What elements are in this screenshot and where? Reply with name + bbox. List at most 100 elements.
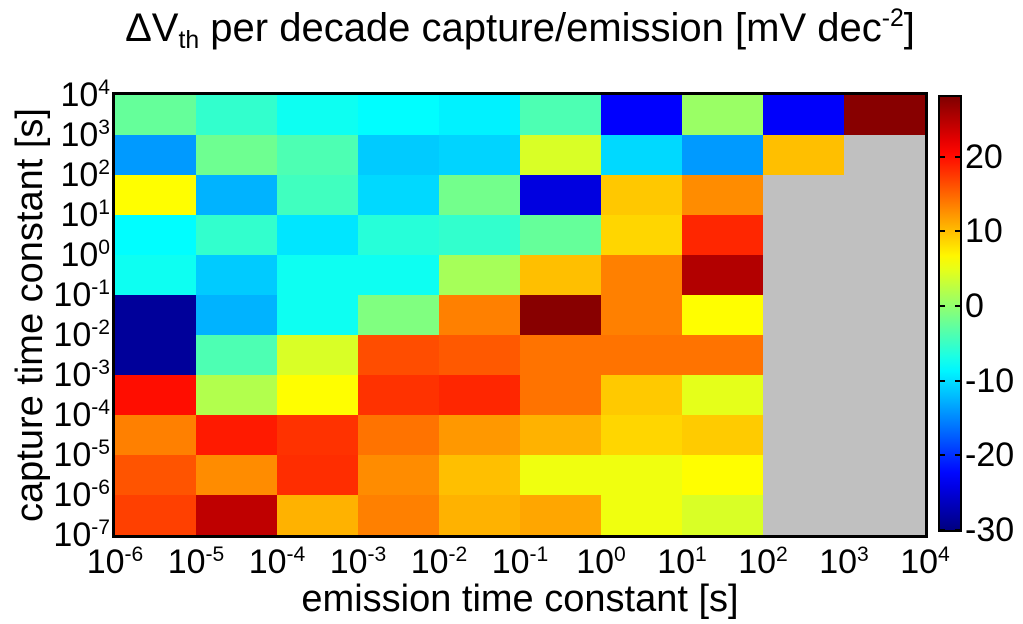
heatmap-cell [196, 295, 277, 335]
heatmap-cell [115, 295, 196, 335]
heatmap-cell [115, 415, 196, 455]
colorbar-tick-mark [955, 379, 960, 382]
heatmap-cell [763, 215, 844, 255]
heatmap-cell [277, 455, 358, 495]
x-tick-label: 10-2 [410, 543, 468, 581]
heatmap-cell [520, 95, 601, 135]
heatmap-cell [844, 375, 925, 415]
heatmap-cell [277, 375, 358, 415]
y-tick-label: 10-6 [53, 476, 110, 514]
heatmap-cell [115, 495, 196, 535]
heatmap-cell [439, 295, 520, 335]
colorbar-tick-mark [940, 379, 945, 382]
heatmap-cell [763, 335, 844, 375]
colorbar-tick-label: 10 [965, 212, 1003, 251]
heatmap-cell [763, 495, 844, 535]
x-tick-label: 100 [576, 543, 626, 581]
y-tick-label: 103 [60, 116, 110, 154]
heatmap-cell [844, 95, 925, 135]
heatmap-cell [196, 495, 277, 535]
x-tick-label: 10-5 [167, 543, 225, 581]
heatmap-cell [763, 175, 844, 215]
heatmap-cell [844, 415, 925, 455]
title-middle: per decade capture/emission [mV dec [199, 6, 882, 50]
chart-title: ΔVth per decade capture/emission [mV dec… [60, 5, 980, 54]
heatmap-cell [520, 375, 601, 415]
heatmap-cell [682, 215, 763, 255]
heatmap-cell [763, 135, 844, 175]
x-tick-label: 101 [657, 543, 707, 581]
heatmap-cell [601, 415, 682, 455]
heatmap-cell [196, 135, 277, 175]
heatmap-cell [196, 455, 277, 495]
heatmap-cell [358, 495, 439, 535]
heatmap-cell [439, 175, 520, 215]
heatmap-cell [277, 295, 358, 335]
x-tick-label: 103 [819, 543, 869, 581]
heatmap-cell [844, 295, 925, 335]
heatmap-cell [520, 255, 601, 295]
heatmap-cell [763, 415, 844, 455]
heatmap-cell [844, 495, 925, 535]
y-tick-label: 10-3 [53, 356, 110, 394]
heatmap-cell [115, 95, 196, 135]
heatmap-cell [601, 495, 682, 535]
heatmap-cell [196, 175, 277, 215]
colorbar-tick-mark [955, 454, 960, 457]
colorbar-tick-mark [940, 155, 945, 158]
heatmap-cell [196, 375, 277, 415]
heatmap-cell [520, 135, 601, 175]
heatmap-cell [601, 455, 682, 495]
heatmap-cell [844, 335, 925, 375]
heatmap-cell [844, 175, 925, 215]
heatmap-cell [439, 335, 520, 375]
heatmap-cell [439, 95, 520, 135]
colorbar [938, 95, 962, 532]
colorbar-tick-label: 20 [965, 137, 1003, 176]
x-tick-label: 104 [900, 543, 950, 581]
heatmap-cell [115, 335, 196, 375]
heatmap-cell [601, 215, 682, 255]
heatmap-cell [520, 215, 601, 255]
heatmap-plot [112, 92, 928, 538]
colorbar-tick-label: 0 [965, 287, 984, 326]
heatmap-cell [682, 335, 763, 375]
heatmap-cell [115, 175, 196, 215]
heatmap-cell [601, 255, 682, 295]
colorbar-tick-mark [940, 529, 945, 531]
heatmap-cell [358, 295, 439, 335]
x-tick-label: 10-1 [491, 543, 549, 581]
colorbar-tick-mark [955, 230, 960, 233]
x-tick-label: 10-4 [248, 543, 306, 581]
heatmap-cell [358, 135, 439, 175]
y-tick-label: 10-5 [53, 436, 110, 474]
heatmap-cell [277, 335, 358, 375]
y-tick-label: 101 [60, 196, 110, 234]
x-tick-label: 102 [738, 543, 788, 581]
heatmap-cell [196, 215, 277, 255]
colorbar-tick-label: -20 [965, 436, 1015, 475]
heatmap-cell [682, 135, 763, 175]
y-tick-label: 10-2 [53, 316, 110, 354]
heatmap-cell [439, 135, 520, 175]
y-tick-label: 100 [60, 236, 110, 274]
heatmap-cell [844, 135, 925, 175]
heatmap-cell [115, 215, 196, 255]
x-axis-label: emission time constant [s] [301, 578, 739, 620]
heatmap-cell [601, 135, 682, 175]
heatmap-cell [277, 135, 358, 175]
heatmap-cell [844, 215, 925, 255]
heatmap-cell [844, 455, 925, 495]
heatmap-cell [277, 215, 358, 255]
heatmap-cell [277, 415, 358, 455]
heatmap-cell [358, 455, 439, 495]
heatmap-cell [196, 255, 277, 295]
heatmap-cell [682, 375, 763, 415]
heatmap-cell [763, 295, 844, 335]
heatmap-cell [682, 255, 763, 295]
y-tick-label: 102 [60, 156, 110, 194]
heatmap-cell [277, 255, 358, 295]
heatmap-cell [115, 135, 196, 175]
title-prefix: ΔV [125, 6, 179, 50]
